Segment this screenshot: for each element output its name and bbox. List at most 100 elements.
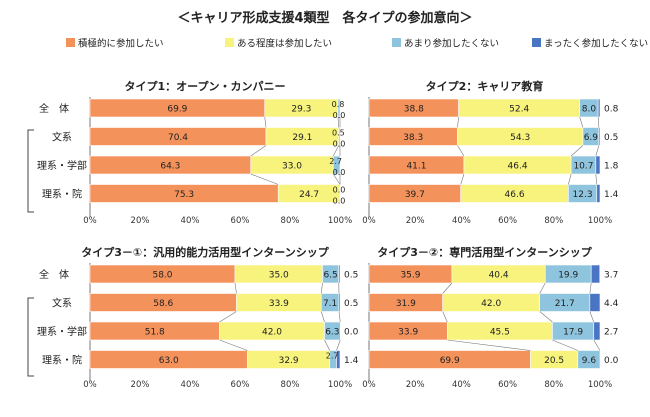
data-label: 19.9 <box>558 271 578 281</box>
bar-segment <box>599 128 600 146</box>
legend-label: ある程度は参加したい <box>237 38 332 50</box>
data-label: 39.7 <box>405 190 425 200</box>
x-tick-label: 60% <box>231 380 250 390</box>
x-tick-label: 80% <box>281 380 300 390</box>
bar-segment <box>597 185 600 203</box>
x-tick-label: 40% <box>452 380 471 390</box>
data-label: 70.4 <box>168 133 188 143</box>
x-tick-label: 0% <box>83 216 97 226</box>
data-label: 33.9 <box>398 328 418 338</box>
data-label: 24.7 <box>299 190 319 200</box>
data-label: 1.4 <box>344 356 359 366</box>
data-label: 29.1 <box>292 133 312 143</box>
x-tick-label: 40% <box>452 216 471 226</box>
connector-line <box>540 283 546 294</box>
bar-segment <box>598 99 600 117</box>
x-tick-label: 20% <box>406 380 425 390</box>
data-label: 4.4 <box>604 299 619 309</box>
x-tick-label: 80% <box>281 216 300 226</box>
x-tick-label: 40% <box>181 380 200 390</box>
x-tick-label: 20% <box>131 216 150 226</box>
bar-segment <box>591 265 600 283</box>
x-tick-label: 100% <box>328 216 352 226</box>
bar-segment <box>594 322 600 340</box>
data-label: 0.0 <box>344 328 359 338</box>
category-label: 理系・院 <box>42 354 82 367</box>
connector-line <box>571 146 583 157</box>
connector-line <box>443 312 448 323</box>
connector-line <box>447 340 530 351</box>
x-tick-label: 100% <box>328 380 352 390</box>
data-label: 41.1 <box>406 162 426 172</box>
data-label: 0.5 <box>344 299 358 309</box>
data-label: 38.3 <box>403 133 423 143</box>
data-label: 17.9 <box>563 328 583 338</box>
connector-line <box>461 174 464 185</box>
data-label: 69.9 <box>167 105 187 115</box>
category-label: 理系・院 <box>42 188 82 201</box>
data-label: 75.3 <box>174 190 194 200</box>
data-label: 0.8 <box>604 105 619 115</box>
category-label: 文系 <box>52 297 72 310</box>
x-tick-label: 0% <box>362 216 376 226</box>
data-label: 64.3 <box>160 162 180 172</box>
chart-panels: タイプ1：オープン・カンパニー 69.9 29.3 0.8 0.0 全 体 70.4 29.1… <box>28 79 619 390</box>
connector-line <box>552 340 577 351</box>
data-label: 45.5 <box>490 328 510 338</box>
x-tick-label: 60% <box>498 380 517 390</box>
panel-title: タイプ2：キャリア教育 <box>426 79 544 93</box>
x-tick-label: 80% <box>544 380 563 390</box>
data-label: 20.5 <box>544 356 564 366</box>
panel-title: タイプ1：オープン・カンパニー <box>125 79 286 93</box>
data-label: 3.7 <box>604 271 618 281</box>
connector-line <box>580 117 583 128</box>
connector-line <box>251 174 279 185</box>
connector-line <box>443 283 452 294</box>
data-label: 42.0 <box>481 299 501 309</box>
legend-label: まったく参加したくない <box>544 38 648 50</box>
data-label: 9.6 <box>582 356 597 366</box>
data-label: 69.9 <box>440 356 460 366</box>
data-label: 0.5 <box>332 129 345 138</box>
data-label: 7.1 <box>323 299 337 309</box>
connector-line <box>220 340 248 351</box>
category-label: 文系 <box>52 131 72 144</box>
connector-line <box>337 340 341 351</box>
connector-line <box>598 117 599 128</box>
data-label: 10.7 <box>573 162 593 172</box>
connector-line <box>568 174 571 185</box>
data-label: 0.5 <box>344 271 358 281</box>
data-label: 33.0 <box>282 162 302 172</box>
connector-line <box>321 312 324 323</box>
data-label: 0.0 <box>333 111 346 120</box>
connector-line <box>325 340 330 351</box>
connector-line <box>457 146 463 157</box>
group-bracket <box>28 130 34 212</box>
category-label: 全 体 <box>39 102 69 115</box>
data-label: 6.5 <box>323 271 337 281</box>
data-label: 29.3 <box>291 105 311 115</box>
x-tick-label: 20% <box>131 380 150 390</box>
data-label: 8.0 <box>582 105 597 115</box>
data-label: 63.0 <box>159 356 179 366</box>
legend-swatch <box>225 38 234 47</box>
data-label: 32.9 <box>279 356 299 366</box>
data-label: 46.4 <box>508 162 528 172</box>
data-label: 31.9 <box>396 299 416 309</box>
connector-line <box>596 146 599 157</box>
data-label: 54.3 <box>510 133 530 143</box>
x-tick-label: 0% <box>362 380 376 390</box>
data-label: 1.8 <box>604 162 619 172</box>
legend-swatch <box>392 38 401 47</box>
panel-title: タイプ3－①：汎用的能力活用型インターンシップ <box>81 245 329 259</box>
legend-swatch <box>66 38 75 47</box>
x-tick-label: 60% <box>498 216 517 226</box>
legend-swatch <box>532 38 541 47</box>
data-label: 35.0 <box>269 271 289 281</box>
category-label: 理系・学部 <box>37 159 87 172</box>
